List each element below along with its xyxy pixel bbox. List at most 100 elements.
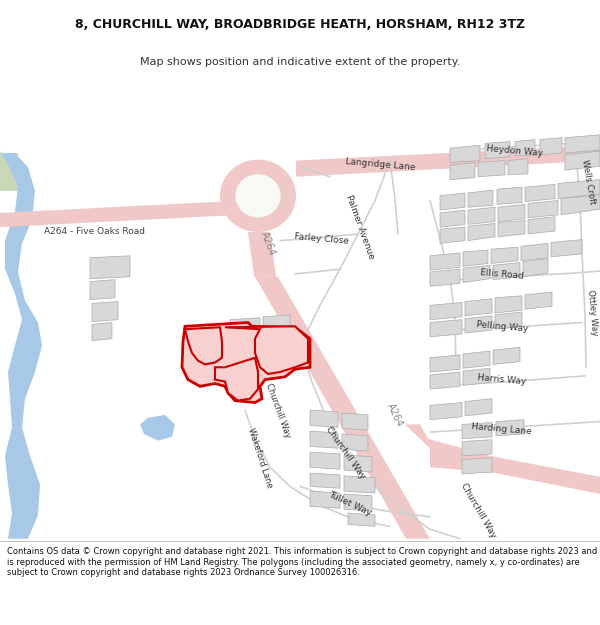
Polygon shape xyxy=(342,434,368,451)
Polygon shape xyxy=(248,232,276,277)
Polygon shape xyxy=(310,473,340,488)
Polygon shape xyxy=(462,439,492,456)
Polygon shape xyxy=(491,248,518,264)
Text: Map shows position and indicative extent of the property.: Map shows position and indicative extent… xyxy=(140,57,460,67)
Text: Heydon Way: Heydon Way xyxy=(487,144,544,158)
Polygon shape xyxy=(525,292,552,309)
Polygon shape xyxy=(485,141,510,159)
Text: 8, CHURCHILL WAY, BROADBRIDGE HEATH, HORSHAM, RH12 3TZ: 8, CHURCHILL WAY, BROADBRIDGE HEATH, HOR… xyxy=(75,18,525,31)
Polygon shape xyxy=(90,279,115,299)
Polygon shape xyxy=(90,256,130,279)
Polygon shape xyxy=(551,239,582,257)
Polygon shape xyxy=(462,422,492,439)
Polygon shape xyxy=(495,296,522,313)
Polygon shape xyxy=(497,188,522,204)
Polygon shape xyxy=(440,193,465,210)
Polygon shape xyxy=(463,250,488,266)
Text: A264 - Five Oaks Road: A264 - Five Oaks Road xyxy=(44,226,146,236)
Polygon shape xyxy=(348,513,375,526)
Polygon shape xyxy=(230,336,258,353)
Polygon shape xyxy=(493,262,520,279)
Polygon shape xyxy=(490,456,600,494)
Text: Langridge Lane: Langridge Lane xyxy=(344,157,415,172)
Polygon shape xyxy=(225,326,308,374)
Polygon shape xyxy=(498,204,525,221)
Polygon shape xyxy=(263,315,290,333)
Polygon shape xyxy=(262,349,288,366)
Polygon shape xyxy=(521,243,548,261)
Polygon shape xyxy=(440,210,465,227)
Polygon shape xyxy=(296,146,600,177)
Polygon shape xyxy=(540,138,562,155)
Polygon shape xyxy=(430,319,462,337)
Polygon shape xyxy=(440,228,465,243)
Polygon shape xyxy=(344,455,372,472)
Polygon shape xyxy=(450,146,480,162)
Polygon shape xyxy=(185,328,222,364)
Polygon shape xyxy=(230,372,258,389)
Polygon shape xyxy=(430,402,462,419)
Polygon shape xyxy=(463,368,490,386)
Polygon shape xyxy=(495,312,522,329)
Text: Wakeford Lane: Wakeford Lane xyxy=(246,427,274,489)
Text: Contains OS data © Crown copyright and database right 2021. This information is : Contains OS data © Crown copyright and d… xyxy=(7,548,598,577)
Text: Ellis Road: Ellis Road xyxy=(480,269,524,281)
Polygon shape xyxy=(430,302,462,319)
Polygon shape xyxy=(496,419,524,436)
Polygon shape xyxy=(310,452,340,469)
Polygon shape xyxy=(342,413,368,430)
Polygon shape xyxy=(310,431,338,448)
Polygon shape xyxy=(450,162,475,179)
Text: Ottley Way: Ottley Way xyxy=(586,289,598,336)
Text: Tullet Way: Tullet Way xyxy=(327,489,373,518)
Polygon shape xyxy=(465,399,492,416)
Text: Churchill Way: Churchill Way xyxy=(458,481,497,539)
Polygon shape xyxy=(528,201,558,217)
Polygon shape xyxy=(565,135,600,153)
Polygon shape xyxy=(215,357,258,401)
Text: Farley Close: Farley Close xyxy=(295,232,350,246)
Polygon shape xyxy=(230,353,258,372)
Polygon shape xyxy=(468,208,495,224)
Polygon shape xyxy=(478,161,505,177)
Polygon shape xyxy=(430,372,460,389)
Text: Churchill Way: Churchill Way xyxy=(323,425,367,481)
Text: Churchill Way: Churchill Way xyxy=(264,381,292,439)
Polygon shape xyxy=(344,476,375,493)
Polygon shape xyxy=(430,253,460,270)
Polygon shape xyxy=(262,332,288,350)
Polygon shape xyxy=(493,348,520,364)
Polygon shape xyxy=(430,355,460,372)
Polygon shape xyxy=(463,266,490,282)
Polygon shape xyxy=(468,190,493,208)
Polygon shape xyxy=(468,223,495,241)
Polygon shape xyxy=(0,201,240,228)
Polygon shape xyxy=(528,217,555,234)
Polygon shape xyxy=(462,458,492,474)
Polygon shape xyxy=(561,195,600,215)
Polygon shape xyxy=(463,351,490,368)
Polygon shape xyxy=(465,299,492,316)
Polygon shape xyxy=(310,410,338,428)
Polygon shape xyxy=(498,221,525,237)
Text: A264: A264 xyxy=(259,230,277,257)
Polygon shape xyxy=(565,151,600,170)
Polygon shape xyxy=(508,159,528,175)
Text: Palmer Avenue: Palmer Avenue xyxy=(344,194,376,261)
Text: Harding Lane: Harding Lane xyxy=(472,422,533,436)
Polygon shape xyxy=(0,151,42,539)
Polygon shape xyxy=(92,301,118,321)
Polygon shape xyxy=(465,316,492,333)
Polygon shape xyxy=(182,322,310,402)
Circle shape xyxy=(236,175,280,217)
Polygon shape xyxy=(220,159,296,232)
Polygon shape xyxy=(0,153,18,191)
Polygon shape xyxy=(344,494,372,511)
Text: A264: A264 xyxy=(385,401,405,428)
Polygon shape xyxy=(310,491,340,508)
Polygon shape xyxy=(523,259,548,277)
Text: Wells Croft: Wells Croft xyxy=(580,159,596,204)
Polygon shape xyxy=(92,322,112,341)
Polygon shape xyxy=(558,179,600,199)
Polygon shape xyxy=(430,269,460,286)
